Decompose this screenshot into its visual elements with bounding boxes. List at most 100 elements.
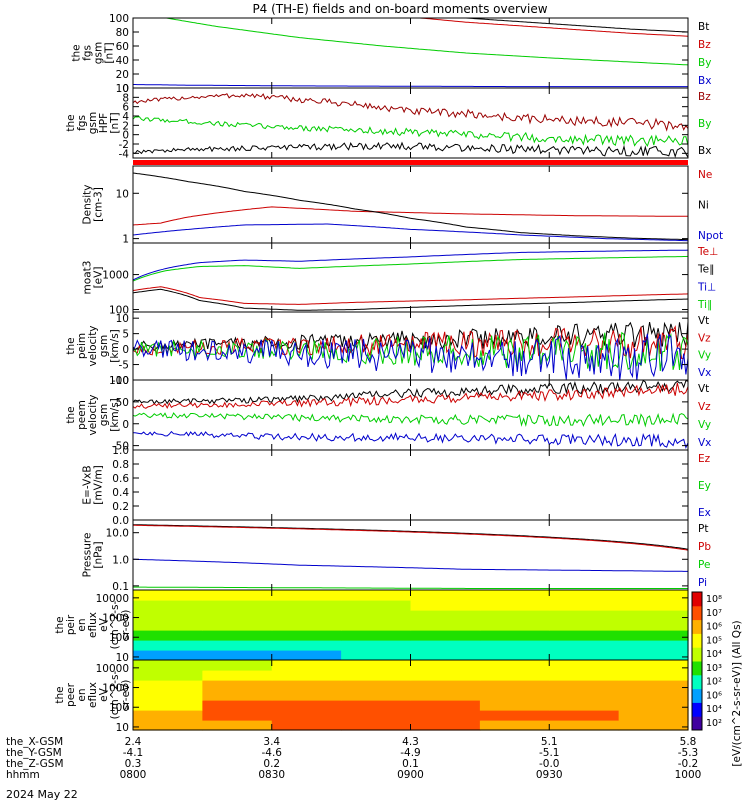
heatmap-cell <box>479 590 550 601</box>
heatmap-cell <box>341 670 412 681</box>
heatmap-cell <box>618 620 689 631</box>
legend-label-Ni: Ni <box>698 200 709 212</box>
heatmap-cell <box>410 670 481 681</box>
x-row-value: 1000 <box>675 769 702 781</box>
colorbar-segment <box>692 674 702 690</box>
colorbar-tick-label: 10³ <box>706 663 722 674</box>
heatmap-cell <box>271 660 342 671</box>
panel-3: Density [cm-3] Ne Ni Npot 1 10 <box>82 165 723 246</box>
series-line-Bz <box>133 93 688 132</box>
heatmap-cell <box>133 640 203 651</box>
series-line-Te⊥ <box>133 286 688 305</box>
heatmap-cell <box>133 710 203 721</box>
y-axis-label: en <box>76 618 88 631</box>
heatmap-cell <box>341 690 412 701</box>
panel-5: the peim velocity gsm [km/s] Vt Vz Vy Vx -10 -5 0 5 1… <box>65 311 711 387</box>
y-tick-label: 2 <box>122 120 129 132</box>
heatmap-cell <box>479 640 550 651</box>
heatmap-cell <box>133 610 203 621</box>
heatmap-cell <box>479 690 550 701</box>
x-row-value: -4.1 <box>123 747 144 759</box>
legend-label-Npot: Npot <box>698 230 723 242</box>
heatmap-cell <box>341 600 412 611</box>
y-axis-label: [nT] <box>104 42 116 63</box>
y-axis-label: [km/s] <box>109 329 121 363</box>
legend-label-Bx: Bx <box>698 75 711 87</box>
heatmap-cell <box>341 640 412 651</box>
heatmap-cell <box>549 660 620 671</box>
legend-label-Te⊥: Te⊥ <box>697 246 718 258</box>
y-axis-label: en <box>76 688 88 701</box>
colorbar-segment <box>692 716 702 731</box>
colorbar-segment <box>692 702 702 717</box>
heatmap-cell <box>549 630 620 641</box>
heatmap-cell <box>410 660 481 671</box>
y-tick-label: -50 <box>112 441 129 453</box>
heatmap-cell <box>202 610 273 621</box>
y-axis-label: [cm-3] <box>93 187 105 222</box>
heatmap-cell <box>341 680 412 691</box>
heatmap-cell <box>133 680 203 691</box>
series-line-By <box>163 18 688 66</box>
y-axis-label: the <box>54 686 66 703</box>
series-line-By <box>133 116 688 148</box>
series-line-Bz <box>414 18 688 37</box>
y-tick-label: 100 <box>109 702 129 714</box>
series-line-Ni <box>133 172 688 241</box>
x-row-value: 4.3 <box>402 736 419 748</box>
heatmap-cell <box>202 700 273 711</box>
y-axis-label: (cm^2-s- <box>109 600 121 649</box>
panel-4: moat3 [eV] Te⊥ Te∥ Ti⊥ Ti∥ 100 1000 <box>82 242 718 317</box>
y-tick-label: 10.0 <box>106 528 129 540</box>
legend-label-Vx: Vx <box>698 367 711 379</box>
y-axis-label: fgs <box>76 115 88 131</box>
panel-6: the peem velocity gsm [km/s] Vt Vz Vy Vx -50 0 50 10… <box>65 375 711 453</box>
series-line-Pb <box>133 524 688 551</box>
y-axis-label: the <box>65 114 77 131</box>
y-tick-label: 10 <box>116 188 129 200</box>
x-row-value: 0930 <box>536 769 563 781</box>
y-tick-label: -4 <box>119 148 130 160</box>
legend-label-Vy: Vy <box>698 350 711 362</box>
colorbar-tick-label: 10² <box>706 718 722 729</box>
series-line-Vy <box>133 412 688 428</box>
y-axis-label: moat3 <box>82 261 94 295</box>
colorbar-segment <box>692 647 702 662</box>
legend-label-Vt: Vt <box>698 315 709 327</box>
y-tick-label: 1000 <box>102 270 129 282</box>
heatmap-cell <box>271 620 342 631</box>
colorbar-tick-label: 10⁶ <box>706 622 722 633</box>
y-tick-label: -2 <box>119 139 129 151</box>
colorbar-segment <box>692 592 702 607</box>
y-axis-label: peir <box>65 614 77 635</box>
y-tick-label: -10 <box>112 375 129 387</box>
y-axis-label: gsm <box>93 42 105 64</box>
heatmap-cell <box>618 640 689 651</box>
legend-label-By: By <box>698 57 711 69</box>
x-row-value: 3.4 <box>263 736 280 748</box>
colorbar-tick-label: 10⁴ <box>706 649 722 660</box>
heatmap-cell <box>618 630 689 641</box>
heatmap-cell <box>479 710 550 721</box>
y-tick-label: 1000 <box>102 683 129 695</box>
heatmap-cell <box>549 670 620 681</box>
colorbar-segment <box>692 619 702 634</box>
heatmap-cell <box>618 610 689 621</box>
heatmap-cell <box>410 720 481 731</box>
series-line-Vx <box>133 333 688 380</box>
legend-label-Pi: Pi <box>698 577 707 589</box>
series-line-Ne <box>133 206 688 226</box>
heatmap-cell <box>341 720 412 731</box>
heatmap-cell <box>479 600 550 611</box>
y-axis-label: sr-eV) <box>120 680 132 711</box>
y-tick-label: -5 <box>119 360 129 372</box>
colorbar-frame <box>691 591 703 731</box>
colorbar-tick-label: 10⁸ <box>706 594 722 605</box>
y-axis-label: peer <box>65 682 77 707</box>
heatmap-cell <box>618 600 689 611</box>
y-axis-label: the <box>71 44 83 61</box>
colorbar-label: [eV/(cm^2-s-sr-eV)] (All Qs) <box>731 620 743 766</box>
heatmap-cell <box>341 650 412 661</box>
y-tick-label: 40 <box>116 55 129 67</box>
y-tick-label: 6 <box>122 102 129 114</box>
